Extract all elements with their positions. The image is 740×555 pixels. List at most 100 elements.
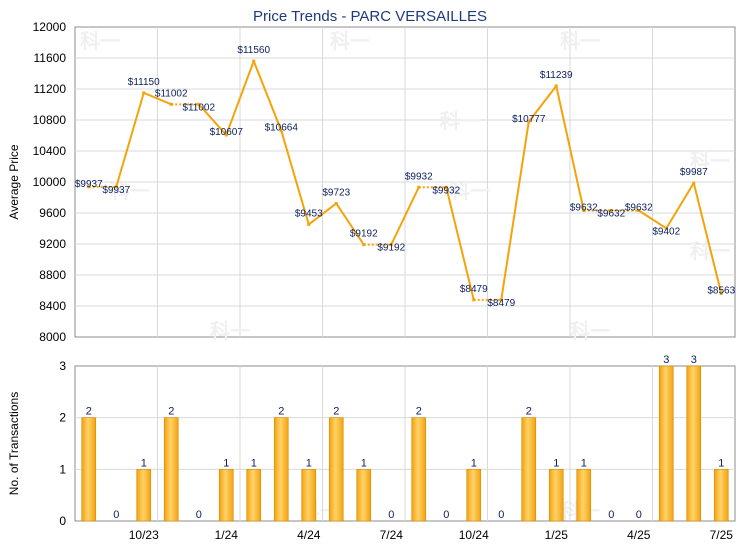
transaction-bar: [356, 469, 372, 522]
price-line-segment: [308, 202, 337, 226]
transaction-count-label: 1: [718, 457, 724, 469]
price-point: [252, 59, 256, 63]
price-point: [719, 291, 723, 295]
price-line-segment: [252, 60, 283, 131]
price-point: [417, 185, 421, 189]
transaction-bar: [81, 417, 97, 522]
price-point: [334, 201, 338, 205]
transaction-bar: [411, 417, 427, 522]
price-y-tick-label: 8800: [39, 268, 66, 282]
bars-y-tick-label: 1: [59, 462, 66, 476]
transaction-count-label: 2: [168, 406, 174, 418]
x-tick-label: 1/25: [545, 528, 569, 542]
price-value-label: $8479: [460, 284, 488, 295]
watermark: 科一: [440, 109, 480, 133]
watermark: 科一: [570, 319, 610, 343]
price-value-label: $9937: [75, 179, 103, 190]
transaction-count-label: 1: [306, 457, 312, 469]
price-value-label: $10664: [265, 123, 299, 134]
price-y-tick-label: 9200: [39, 237, 66, 251]
transaction-count-label: 0: [443, 509, 449, 521]
price-line-segment: [335, 202, 365, 246]
price-point: [609, 209, 613, 213]
price-y-tick-label: 8400: [39, 299, 66, 313]
price-value-label: $9932: [405, 171, 433, 182]
watermark: 科一: [330, 29, 370, 53]
price-value-label: $11002: [182, 102, 215, 113]
transaction-count-label: 2: [526, 406, 532, 418]
price-point: [499, 298, 503, 302]
price-line-segment: [390, 186, 420, 246]
transaction-bar: [686, 365, 702, 522]
price-point: [169, 102, 173, 106]
price-value-label: $8563: [707, 285, 735, 296]
price-value-label: $11560: [237, 45, 270, 56]
bars-y-axis-label: No. of Transactions: [7, 392, 21, 495]
price-value-label: $10607: [210, 127, 244, 138]
transaction-count-label: 0: [196, 509, 202, 521]
price-value-label: $9192: [377, 243, 405, 254]
transaction-bar: [466, 469, 482, 522]
price-point: [692, 181, 696, 185]
x-tick-label: 10/24: [459, 528, 489, 542]
price-point: [472, 298, 476, 302]
price-value-label: $10777: [512, 114, 546, 125]
price-line-segment: [225, 60, 255, 136]
price-y-tick-label: 12000: [33, 20, 67, 34]
transaction-bar: [328, 417, 344, 522]
price-value-label: $9632: [597, 209, 625, 220]
watermark: 科一: [80, 29, 120, 53]
transaction-count-label: 0: [388, 509, 394, 521]
price-line-segment: [692, 182, 723, 294]
price-point: [554, 84, 558, 88]
transaction-bar: [713, 469, 729, 522]
bars-y-tick-label: 3: [59, 359, 66, 373]
transaction-bar: [301, 469, 317, 522]
transaction-bar: [246, 469, 262, 522]
price-value-label: $9632: [570, 203, 598, 214]
price-value-label: $11002: [155, 88, 188, 99]
transaction-count-label: 1: [141, 457, 147, 469]
transaction-bar: [548, 469, 564, 522]
price-y-tick-label: 9600: [39, 206, 66, 220]
price-point: [527, 120, 531, 124]
transaction-count-label: 1: [471, 457, 477, 469]
transaction-count-label: 1: [361, 457, 367, 469]
price-line-segment: [527, 85, 558, 123]
price-point: [637, 209, 641, 213]
x-tick-label: 7/24: [380, 528, 404, 542]
watermark: 科一: [560, 29, 600, 53]
bars-y-tick-label: 2: [59, 411, 66, 425]
transaction-count-label: 3: [691, 354, 697, 366]
price-value-label: $9632: [625, 203, 653, 214]
price-value-label: $9723: [322, 187, 350, 198]
transaction-bar: [136, 469, 152, 522]
x-tick-label: 1/24: [215, 528, 239, 542]
price-point: [307, 222, 311, 226]
transaction-bar: [273, 417, 289, 522]
chart-title: Price Trends - PARC VERSAILLES: [253, 8, 487, 25]
price-point: [444, 185, 448, 189]
price-line-segment: [143, 91, 172, 106]
transaction-count-label: 1: [553, 457, 559, 469]
transaction-count-label: 1: [581, 457, 587, 469]
price-value-label: $9402: [652, 226, 680, 237]
price-line-chart: Price Trends - PARC VERSAILLES1200011600…: [7, 8, 736, 523]
price-y-tick-label: 11200: [34, 82, 67, 96]
transaction-count-label: 1: [223, 457, 229, 469]
price-value-label: $11239: [540, 70, 573, 81]
price-point: [279, 129, 283, 133]
price-point: [87, 185, 91, 189]
transaction-count-label: 3: [663, 354, 669, 366]
transactions-bar-chart: 3 2 1 0 No. of Transactions 2 0 1 2 0 1 1 2 1 2 1 0 2 0 1 0 2…: [7, 354, 736, 542]
transaction-count-label: 2: [333, 406, 339, 418]
price-y-tick-label: 10000: [33, 175, 67, 189]
price-point: [224, 133, 228, 137]
price-y-tick-label: 8000: [39, 330, 66, 344]
price-line-segment: [555, 85, 585, 211]
price-value-label: $8479: [487, 298, 515, 309]
transaction-count-label: 2: [278, 406, 284, 418]
transaction-count-label: 0: [636, 509, 642, 521]
